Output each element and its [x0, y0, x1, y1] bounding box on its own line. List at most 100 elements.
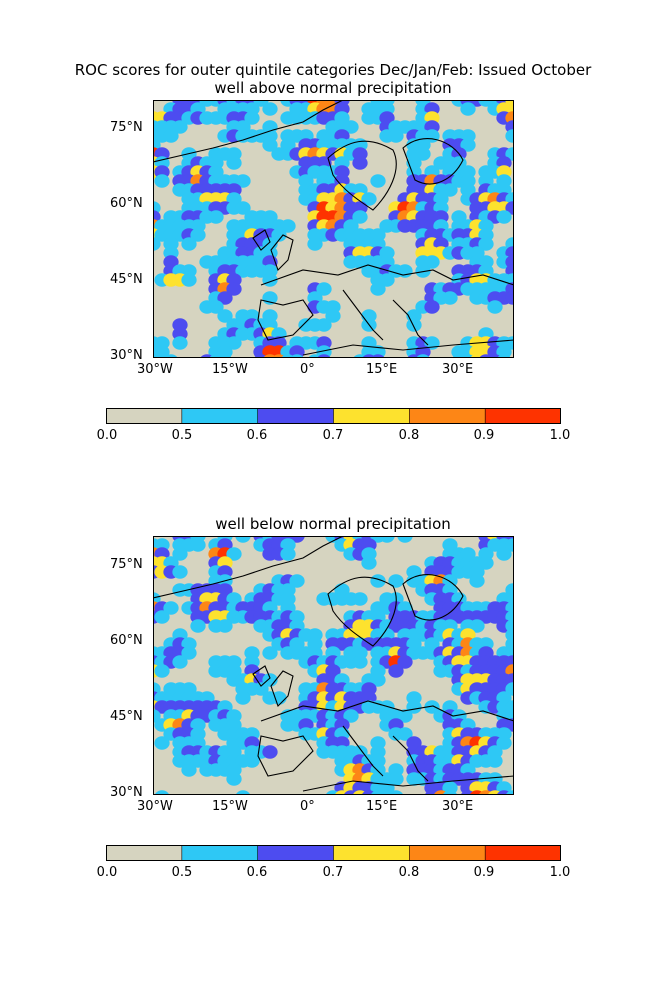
score-patch [343, 709, 359, 723]
colorbar-tick-label: 0.8 [398, 428, 420, 443]
lon-label: 15°E [366, 799, 398, 814]
lat-label: 75°N [110, 120, 143, 135]
colorbar-tick-label: 0.7 [322, 865, 344, 880]
score-patch [262, 102, 278, 116]
score-patch [163, 129, 179, 143]
score-patch [190, 228, 206, 242]
score-patch [280, 547, 296, 561]
score-patch [154, 610, 170, 624]
colorbar-tick-label: 0.6 [246, 865, 268, 880]
score-patch [397, 727, 413, 741]
score-patch [442, 790, 458, 795]
score-patch [496, 736, 512, 750]
score-patch [487, 300, 503, 314]
score-patch [343, 120, 359, 134]
score-patch [397, 264, 413, 278]
roc-score-field [153, 100, 514, 358]
score-patch [388, 772, 404, 786]
score-patch [352, 210, 368, 224]
score-patch [505, 790, 514, 795]
score-patch [496, 210, 512, 224]
score-patch [370, 673, 386, 687]
score-patch [181, 273, 197, 287]
lon-label: 30°E [442, 799, 474, 814]
score-patch [415, 147, 431, 161]
score-patch [370, 790, 386, 795]
score-patch [370, 345, 386, 358]
lat-label: 60°N [110, 633, 143, 648]
score-patch [190, 619, 206, 633]
coastline [392, 299, 429, 346]
score-patch [172, 336, 188, 350]
coastline [302, 339, 514, 356]
coastline [257, 299, 314, 341]
lon-label: 0° [300, 799, 315, 814]
score-patch [352, 655, 368, 669]
score-patch [379, 273, 395, 287]
colorbar-swatch [106, 408, 183, 424]
score-patch [226, 156, 242, 170]
score-patch [352, 592, 368, 606]
score-patch [226, 547, 242, 561]
score-patch [153, 237, 161, 251]
colorbar-tick-label: 0.6 [246, 428, 268, 443]
score-patch [424, 700, 440, 714]
score-patch [154, 345, 170, 358]
map-panel-1 [153, 100, 514, 358]
score-patch [388, 574, 404, 588]
score-patch [316, 318, 332, 332]
coastline [327, 140, 397, 211]
score-patch [379, 536, 395, 543]
score-patch [388, 664, 404, 678]
score-patch [253, 682, 269, 696]
lat-label: 60°N [110, 196, 143, 211]
lon-label: 0° [300, 362, 315, 377]
score-patch [235, 790, 251, 795]
score-patch [154, 790, 170, 795]
score-patch [289, 345, 305, 358]
panel-1-subtitle: well above normal precipitation [214, 79, 452, 97]
coastline [257, 735, 314, 777]
colorbar-tick-label: 0.9 [473, 428, 495, 443]
coastline [342, 289, 384, 341]
score-patch [217, 291, 233, 305]
lon-label: 15°W [212, 362, 248, 377]
colorbar-tick-label: 0.8 [398, 865, 420, 880]
colorbar-swatch [333, 845, 410, 861]
score-patch [361, 192, 377, 206]
coastline [270, 234, 294, 272]
score-patch [163, 601, 179, 615]
coastline [392, 735, 429, 782]
score-patch [262, 673, 278, 687]
score-patch [217, 619, 233, 633]
colorbar-tick-label: 1.0 [549, 428, 571, 443]
score-patch [424, 300, 440, 314]
score-patch [352, 156, 368, 170]
score-patch [172, 120, 188, 134]
score-patch [505, 129, 514, 143]
coastline [270, 670, 294, 708]
roc-score-field [153, 536, 514, 795]
colorbar-swatch [333, 408, 410, 424]
score-patch [505, 291, 514, 305]
lat-label: 30°N [110, 785, 143, 800]
score-patch [388, 790, 404, 795]
score-patch [235, 536, 251, 543]
score-patch [496, 547, 512, 561]
score-patch [388, 129, 404, 143]
lon-label: 30°W [137, 799, 173, 814]
score-patch [442, 291, 458, 305]
score-patch [424, 255, 440, 269]
colorbar-swatch [409, 845, 486, 861]
lon-label: 15°W [212, 799, 248, 814]
coastline [252, 665, 271, 687]
score-patch [370, 574, 386, 588]
coastline [342, 725, 384, 777]
lat-label: 45°N [110, 272, 143, 287]
colorbar-panel-2 [106, 845, 562, 861]
colorbar-swatch [485, 408, 562, 424]
score-patch [361, 556, 377, 570]
score-patch [307, 237, 323, 251]
score-patch [478, 237, 494, 251]
score-patch [208, 210, 224, 224]
